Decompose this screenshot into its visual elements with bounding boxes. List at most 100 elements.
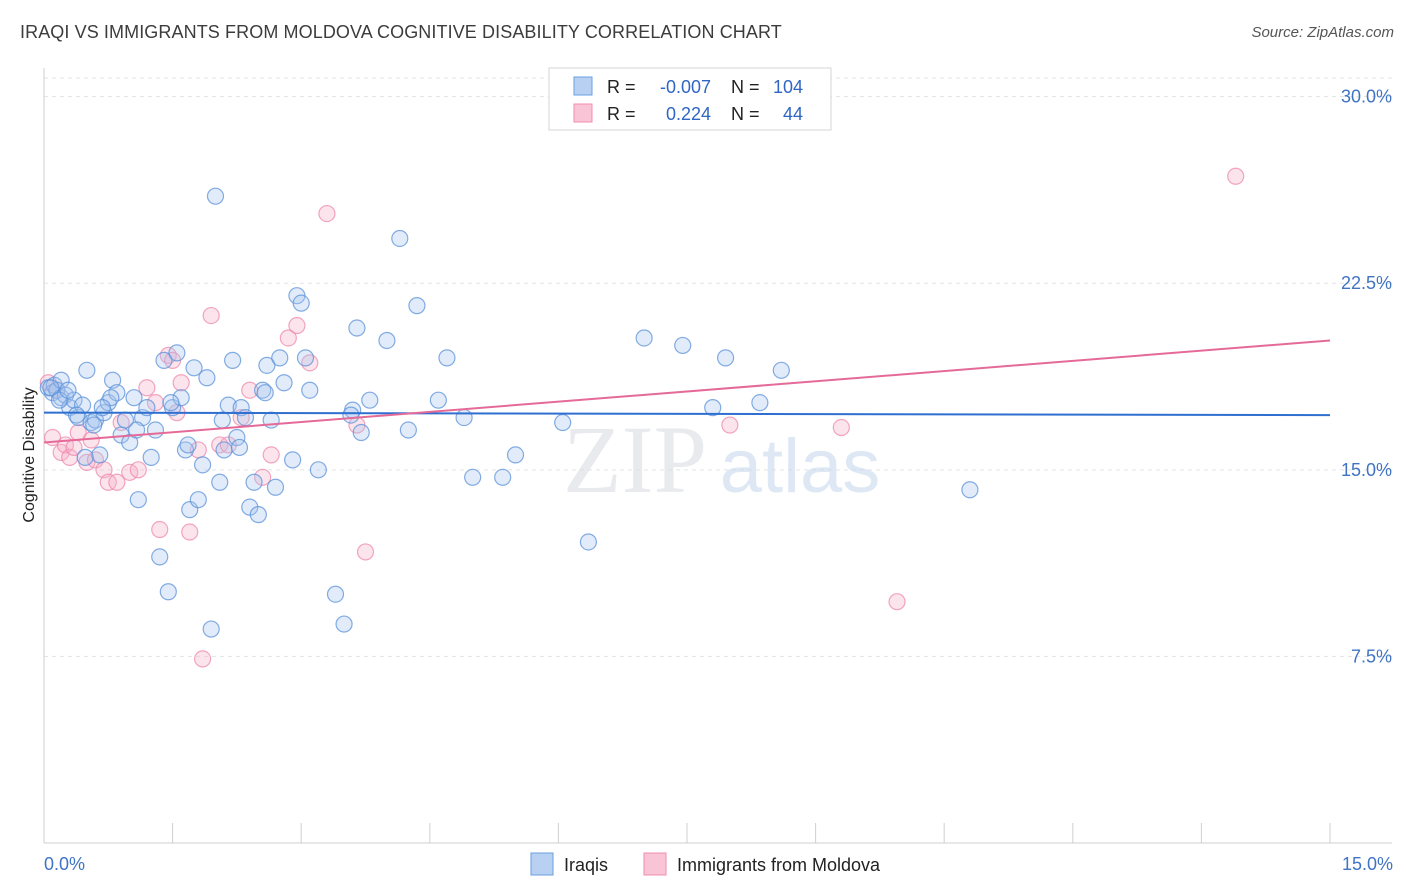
- data-point: [108, 473, 126, 491]
- data-point: [146, 421, 165, 439]
- data-point: [832, 418, 850, 437]
- data-point: [309, 461, 327, 479]
- data-point: [772, 361, 790, 379]
- data-point: [211, 473, 229, 491]
- data-point: [202, 306, 220, 325]
- data-point: [721, 416, 739, 434]
- data-point: [215, 441, 233, 459]
- data-point: [301, 381, 319, 399]
- data-point: [292, 294, 310, 312]
- data-point: [85, 416, 103, 434]
- stats-swatch-moldova: [573, 103, 593, 123]
- trend-line-moldova: [43, 339, 1331, 444]
- data-point: [399, 421, 417, 439]
- data-point: [168, 344, 186, 362]
- data-point: [224, 351, 242, 369]
- data-point: [142, 448, 160, 466]
- data-point: [76, 448, 94, 466]
- data-point: [151, 520, 169, 539]
- data-point: [59, 381, 77, 399]
- data-point: [179, 436, 197, 454]
- data-point: [554, 413, 572, 432]
- data-point: [506, 446, 525, 464]
- watermark-zip: ZIP: [563, 406, 707, 513]
- data-point: [271, 349, 289, 367]
- data-point: [230, 438, 249, 457]
- data-point: [129, 491, 147, 509]
- data-point: [202, 620, 220, 638]
- data-point: [189, 491, 207, 509]
- stats-r-label-a: R =: [607, 77, 636, 97]
- bottom-legend: Iraqis Immigrants from Moldova: [530, 852, 881, 876]
- stats-n-label-a: N =: [731, 77, 760, 97]
- data-point: [78, 361, 96, 379]
- stats-n-label-b: N =: [731, 104, 760, 124]
- data-point: [704, 399, 722, 417]
- data-point: [288, 316, 306, 335]
- data-point: [258, 356, 276, 374]
- data-point: [155, 351, 173, 369]
- legend-swatch-moldova: [643, 852, 667, 876]
- y-axis-label: Cognitive Disability: [21, 387, 38, 522]
- data-point: [236, 408, 255, 427]
- data-point: [464, 468, 482, 486]
- data-point: [129, 461, 147, 479]
- stats-n-value-a: 104: [773, 77, 803, 97]
- data-point: [185, 359, 203, 377]
- x-tick-label-max: 15.0%: [1342, 854, 1393, 874]
- data-point: [455, 408, 473, 427]
- data-point: [326, 585, 345, 603]
- data-point: [378, 331, 396, 350]
- stats-legend: R = -0.007 N = 104 R = 0.224 N = 44: [548, 67, 832, 131]
- stats-r-label-b: R =: [607, 104, 636, 124]
- data-point: [232, 399, 250, 417]
- data-point: [176, 441, 195, 459]
- data-point: [342, 406, 360, 424]
- x-tick-label-min: 0.0%: [44, 854, 85, 874]
- data-point: [65, 391, 83, 409]
- grid-lines: [44, 77, 1392, 657]
- data-point: [888, 593, 906, 611]
- data-point: [125, 389, 143, 407]
- data-point: [266, 478, 285, 496]
- data-point: [91, 446, 109, 464]
- data-point: [1227, 167, 1245, 185]
- data-point: [151, 548, 169, 566]
- tick-labels: 7.5% 15.0% 22.5% 30.0% 0.0% 15.0%: [44, 87, 1393, 874]
- data-point: [296, 349, 315, 367]
- watermark: ZIP atlas: [563, 406, 880, 513]
- data-point: [194, 456, 212, 474]
- data-point: [284, 451, 302, 469]
- data-point: [172, 374, 190, 392]
- data-point: [408, 297, 426, 315]
- data-point: [138, 379, 156, 397]
- data-point: [674, 336, 692, 355]
- stats-r-value-a: -0.007: [660, 77, 711, 97]
- trend-line-iraqis: [43, 411, 1331, 417]
- data-point: [254, 468, 272, 486]
- data-point: [256, 384, 274, 402]
- data-point: [429, 391, 447, 409]
- data-point: [352, 423, 370, 442]
- y-tick-label: 7.5%: [1351, 646, 1392, 666]
- data-point: [318, 204, 336, 223]
- data-point: [391, 229, 409, 248]
- data-point: [348, 319, 366, 337]
- data-point: [194, 650, 212, 668]
- y-tick-label: 15.0%: [1341, 460, 1392, 480]
- data-point: [181, 523, 199, 541]
- data-point: [138, 399, 156, 417]
- data-point: [961, 481, 979, 499]
- y-tick-label: 30.0%: [1341, 87, 1392, 107]
- data-point: [356, 543, 375, 561]
- data-point: [438, 349, 456, 367]
- stats-r-value-b: 0.224: [666, 104, 711, 124]
- data-point: [213, 411, 231, 429]
- data-point: [206, 187, 225, 205]
- data-point: [635, 329, 653, 347]
- data-point: [279, 329, 297, 347]
- watermark-atlas: atlas: [720, 424, 881, 509]
- data-point: [159, 583, 177, 601]
- axes: [43, 68, 1392, 844]
